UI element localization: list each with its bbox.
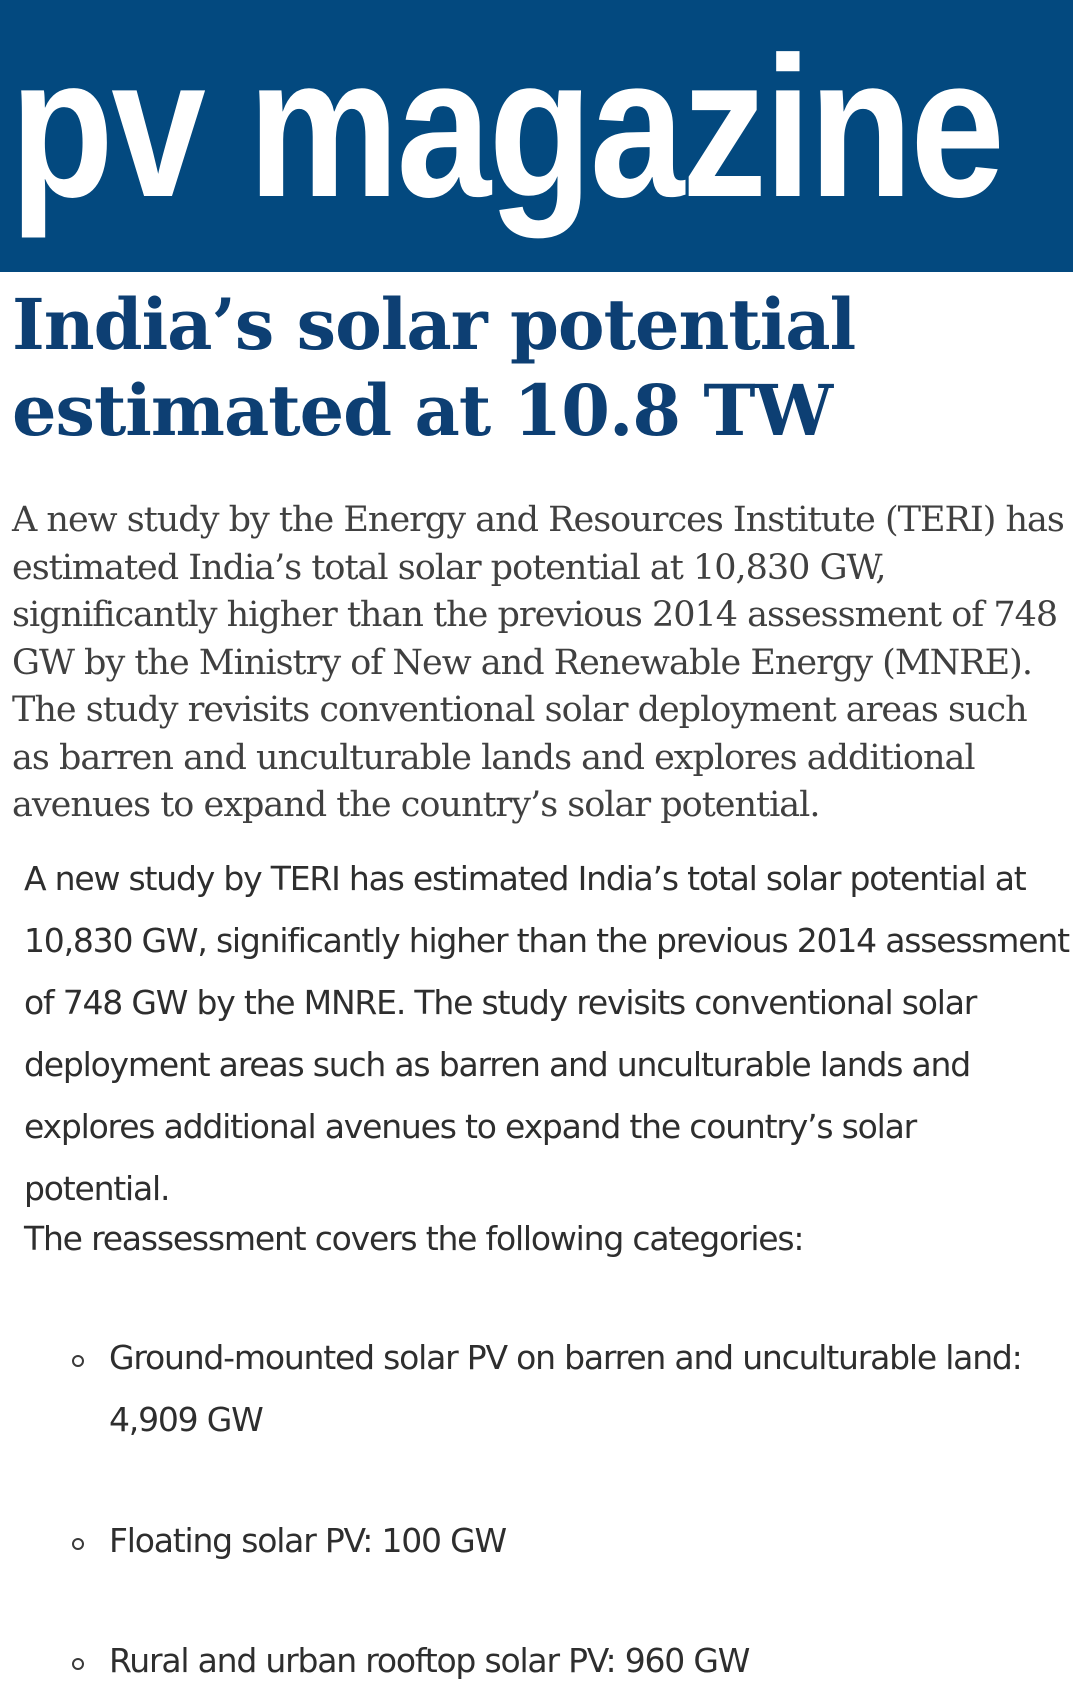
masthead-banner: pv magazine	[0, 0, 1073, 272]
site-logo[interactable]: pv magazine	[10, 16, 1005, 239]
article-summary: A new study by TERI has estimated India’…	[24, 859, 1070, 1208]
category-text: Ground-mounted solar PV on barren and un…	[109, 1338, 1023, 1439]
categories-intro: The reassessment covers the following ca…	[24, 1219, 805, 1258]
circle-bullet-icon	[72, 1658, 84, 1670]
circle-bullet-icon	[72, 1538, 84, 1550]
category-text: Rural and urban rooftop solar PV: 960 GW	[109, 1641, 750, 1680]
article-lede: A new study by the Energy and Resources …	[12, 500, 1065, 825]
category-text: Floating solar PV: 100 GW	[109, 1521, 507, 1560]
circle-bullet-icon	[72, 1355, 84, 1367]
article-headline: India’s solar potential estimated at 10.…	[12, 283, 856, 452]
